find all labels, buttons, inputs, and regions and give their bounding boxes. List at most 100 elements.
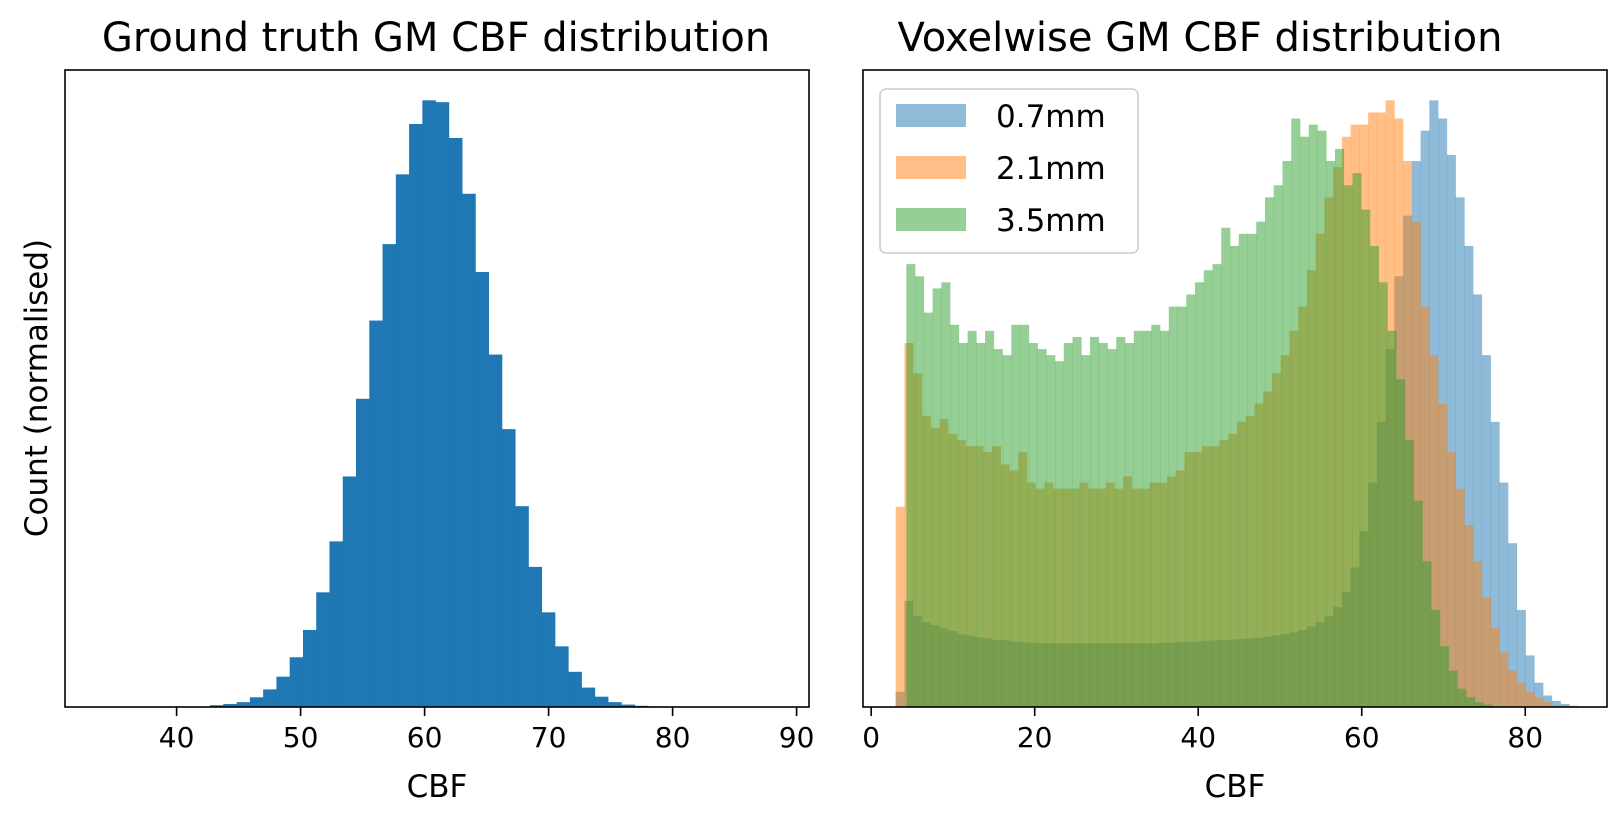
histogram-bar	[1543, 702, 1553, 707]
x-tick-label: 50	[283, 721, 319, 754]
histogram-bar	[1326, 161, 1336, 707]
histogram-bar	[435, 102, 450, 707]
histogram-bar	[1499, 652, 1509, 707]
histogram-bar	[1560, 703, 1570, 707]
legend-label: 3.5mm	[996, 203, 1106, 239]
histogram-bar	[1168, 306, 1178, 707]
histogram-bar	[1483, 704, 1493, 707]
histogram-bar	[276, 676, 290, 707]
histogram-bar	[462, 193, 476, 707]
x-axis-label: CBF	[1205, 769, 1266, 805]
x-tick-label: 70	[531, 721, 567, 754]
legend-label: 2.1mm	[996, 151, 1106, 187]
legend-entry-1: 2.1mm	[896, 151, 1106, 187]
legend-swatch	[896, 156, 966, 179]
histogram-bar	[1420, 306, 1430, 707]
histogram-bar	[395, 174, 410, 708]
histogram-bar	[1525, 655, 1535, 707]
chart-voxelwise: Voxelwise GM CBF distribution 0 20 40 60 80 …	[862, 15, 1608, 805]
histogram-bar	[594, 696, 609, 707]
legend-label: 0.7mm	[996, 99, 1106, 135]
histogram-bar	[1081, 355, 1091, 707]
histogram-bar	[1055, 361, 1065, 707]
histogram-bar	[263, 689, 277, 707]
histogram-bar	[1534, 697, 1544, 707]
histogram-bar	[1107, 349, 1117, 707]
histogram-bar	[1317, 130, 1327, 708]
histogram-bar	[1195, 282, 1205, 707]
histogram-bar	[1481, 597, 1491, 707]
histogram-bar	[1072, 336, 1082, 707]
chart-title: Ground truth GM CBF distribution	[102, 15, 770, 61]
histogram-bar	[223, 703, 237, 707]
bars-layer	[895, 100, 1579, 708]
histogram-bar	[1411, 221, 1421, 708]
histogram-bar	[1133, 330, 1143, 707]
histogram-bar	[915, 276, 925, 707]
histogram-bar	[1369, 245, 1380, 707]
histogram-bar	[1230, 245, 1240, 707]
histogram-bar	[1116, 336, 1126, 707]
histogram-bar	[382, 244, 397, 708]
histogram-bar	[1448, 670, 1458, 707]
histogram-bar	[1508, 543, 1518, 707]
histogram-bar	[1490, 628, 1500, 707]
legend-swatch	[896, 208, 966, 231]
histogram-bar	[1203, 270, 1213, 707]
histogram-bar	[302, 629, 317, 707]
histogram-bar	[906, 264, 916, 707]
histogram-bar	[1177, 306, 1187, 707]
histogram-bar	[1125, 343, 1135, 707]
histogram-bar	[1387, 330, 1397, 707]
histogram-bar	[1455, 488, 1465, 707]
histogram-bar	[1343, 185, 1353, 707]
histogram-bar	[1160, 330, 1170, 707]
histogram-bar	[1334, 148, 1345, 707]
histogram-bar	[1474, 702, 1485, 707]
histogram-bar	[555, 646, 569, 707]
histogram-bar	[1490, 421, 1500, 707]
histogram-bar	[1457, 688, 1467, 707]
histogram-bar	[210, 705, 224, 707]
histogram-bar	[1446, 154, 1456, 707]
histogram-bar	[941, 282, 951, 707]
histogram-bar	[409, 123, 423, 708]
histogram-bar	[1282, 161, 1292, 707]
histogram-bar	[1551, 705, 1561, 707]
histogram-bar	[608, 702, 622, 707]
x-tick-label: 40	[1180, 721, 1216, 754]
y-axis-label: Count (normalised)	[19, 239, 55, 537]
histogram-bar	[369, 320, 383, 707]
histogram-bar	[422, 100, 436, 707]
histogram-bar	[1396, 379, 1406, 707]
histogram-bar	[1534, 682, 1544, 707]
x-tick-label: 80	[655, 721, 691, 754]
legend: 0.7mm 2.1mm 3.5mm	[879, 88, 1139, 254]
histogram-bar	[993, 349, 1003, 707]
histogram-bar	[1151, 324, 1161, 707]
histogram-bar	[1011, 324, 1021, 707]
x-tick-label: 60	[1344, 721, 1380, 754]
histogram-bar	[1455, 197, 1465, 707]
histogram-bar	[1212, 264, 1222, 707]
histogram-bar	[1221, 227, 1231, 708]
histogram-bar	[1291, 118, 1301, 707]
x-tick-label: 20	[1017, 721, 1053, 754]
histogram-bar	[541, 612, 556, 707]
histogram-bar	[923, 312, 933, 707]
x-axis-ticks: 40 50 60 70 80 90	[159, 707, 814, 754]
histogram-bar	[1238, 233, 1248, 708]
histogram-bar	[342, 476, 357, 707]
histogram-bar	[515, 506, 529, 707]
histogram-bar	[1439, 646, 1450, 707]
histogram-bar	[1300, 136, 1310, 708]
histogram-bar	[1413, 500, 1423, 707]
histogram-bar	[1046, 355, 1056, 707]
histogram-bar	[316, 592, 330, 707]
x-tick-label: 40	[159, 721, 195, 754]
histogram-bar	[1481, 355, 1491, 707]
histogram-bar	[448, 137, 463, 707]
histogram-bar	[1422, 561, 1432, 707]
histogram-bar	[967, 330, 977, 707]
